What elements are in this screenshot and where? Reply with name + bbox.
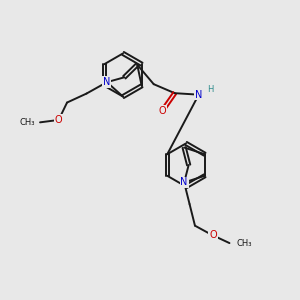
Text: O: O: [55, 115, 62, 125]
Text: N: N: [103, 77, 111, 87]
Text: O: O: [158, 106, 166, 116]
Text: O: O: [209, 230, 217, 240]
Text: N: N: [195, 90, 202, 100]
Text: H: H: [207, 85, 213, 94]
Text: CH₃: CH₃: [236, 238, 252, 247]
Text: CH₃: CH₃: [19, 118, 34, 127]
Text: N: N: [181, 178, 188, 188]
